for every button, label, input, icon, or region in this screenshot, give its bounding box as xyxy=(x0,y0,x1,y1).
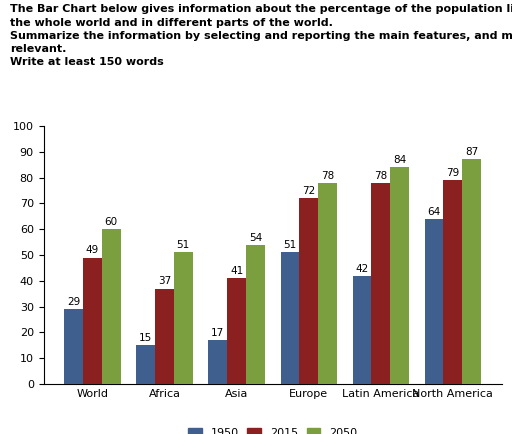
Bar xyxy=(462,159,481,384)
Text: The Bar Chart below gives information about the percentage of the population liv: The Bar Chart below gives information ab… xyxy=(10,4,512,67)
Text: 84: 84 xyxy=(393,155,406,165)
Text: 78: 78 xyxy=(321,171,334,181)
Text: 51: 51 xyxy=(177,240,190,250)
Text: 78: 78 xyxy=(374,171,388,181)
Bar xyxy=(443,180,462,384)
Bar xyxy=(353,276,371,384)
Text: 41: 41 xyxy=(230,266,243,276)
Text: 42: 42 xyxy=(355,263,369,273)
Text: 17: 17 xyxy=(211,328,224,338)
Bar xyxy=(281,253,300,384)
Bar xyxy=(174,253,193,384)
Text: 60: 60 xyxy=(104,217,118,227)
Bar xyxy=(371,183,390,384)
Text: 54: 54 xyxy=(249,233,262,243)
Bar xyxy=(425,219,443,384)
Text: 29: 29 xyxy=(67,297,80,307)
Bar xyxy=(318,183,337,384)
Bar xyxy=(227,278,246,384)
Bar xyxy=(102,229,120,384)
Bar xyxy=(155,289,174,384)
Text: 15: 15 xyxy=(139,333,153,343)
Text: 51: 51 xyxy=(283,240,296,250)
Bar xyxy=(246,245,265,384)
Bar xyxy=(390,167,409,384)
Text: 49: 49 xyxy=(86,246,99,256)
Bar xyxy=(208,340,227,384)
Text: 37: 37 xyxy=(158,276,171,286)
Bar xyxy=(300,198,318,384)
Text: 64: 64 xyxy=(428,207,441,217)
Text: 72: 72 xyxy=(302,186,315,196)
Bar xyxy=(65,309,83,384)
Text: 87: 87 xyxy=(465,148,478,158)
Bar xyxy=(136,345,155,384)
Text: 79: 79 xyxy=(446,168,459,178)
Legend: 1950, 2015, 2050: 1950, 2015, 2050 xyxy=(184,423,361,434)
Bar xyxy=(83,257,102,384)
